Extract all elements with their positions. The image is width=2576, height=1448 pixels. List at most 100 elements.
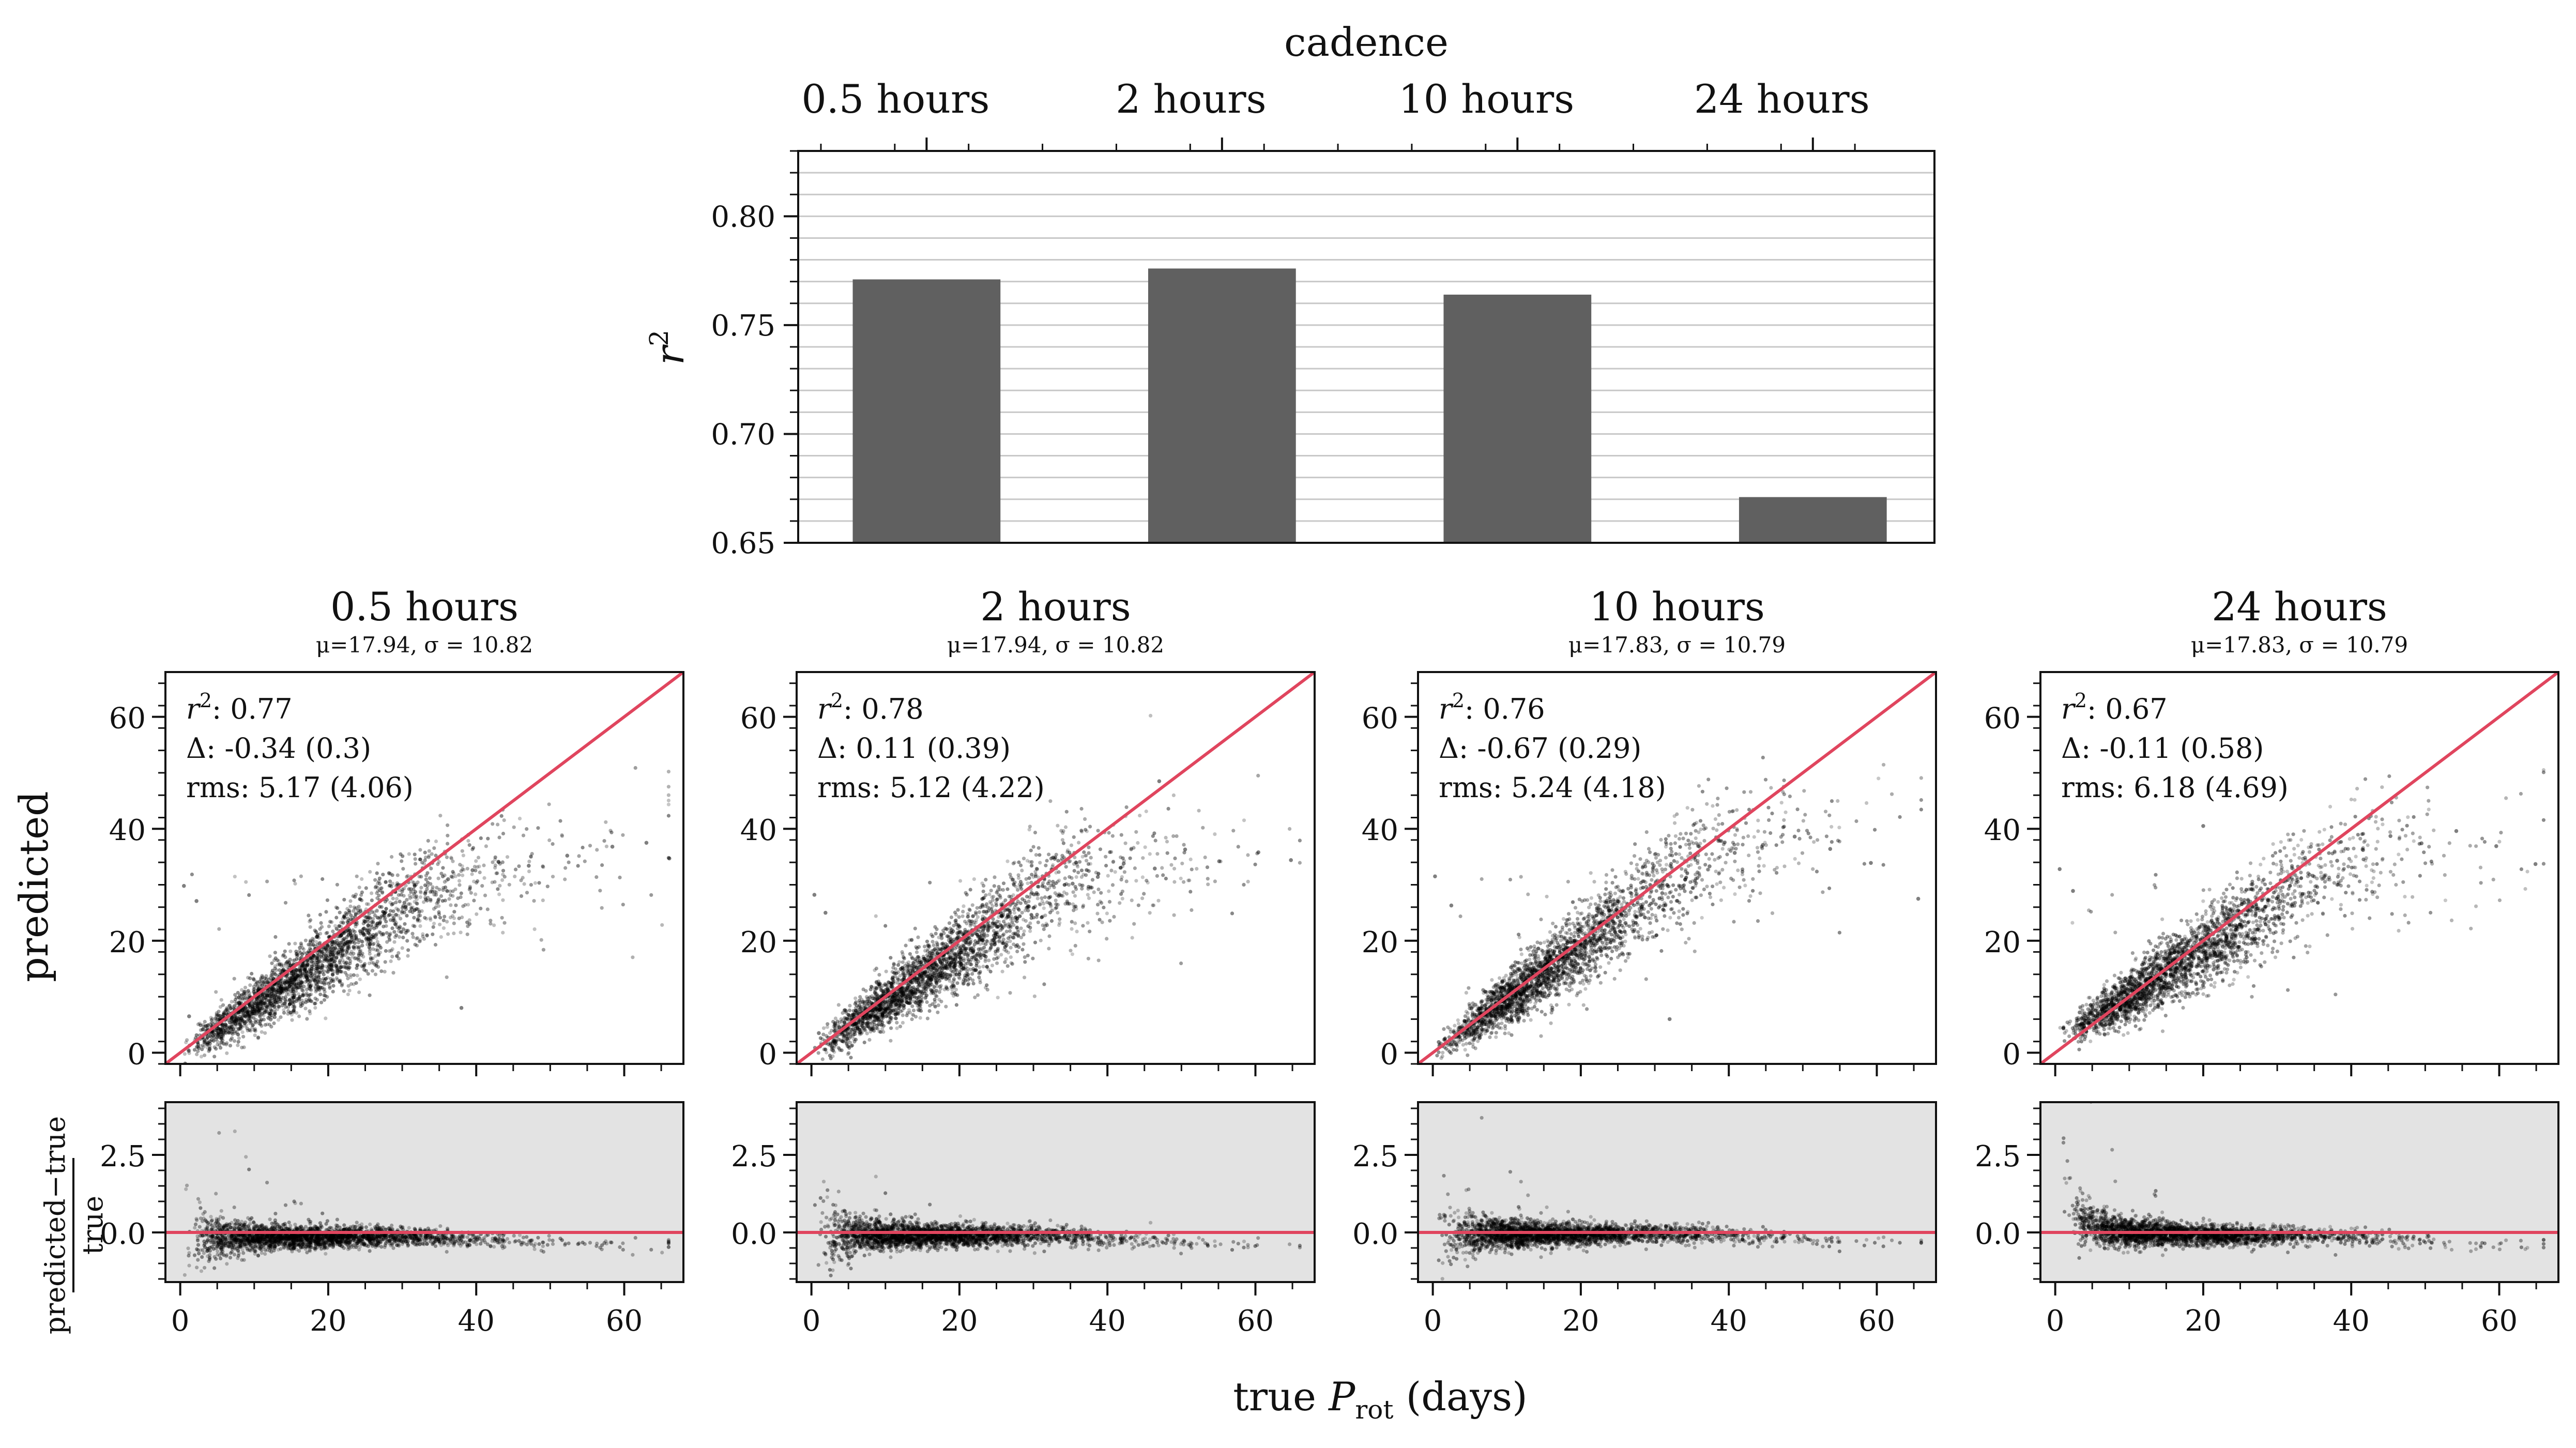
scatter-point: [270, 974, 275, 978]
scatter-point: [394, 912, 398, 917]
scatter-point: [281, 967, 286, 971]
scatter-point: [233, 875, 237, 879]
scatter-point: [319, 1000, 324, 1004]
scatter-point: [522, 882, 526, 886]
scatter-point: [436, 862, 440, 866]
scatter-point: [478, 870, 482, 875]
scatter-point: [306, 978, 310, 982]
scatter-point: [298, 951, 302, 955]
scatter-point: [282, 988, 286, 993]
scatter-point: [301, 988, 306, 993]
scatter-point: [228, 1020, 233, 1025]
scatter-point: [239, 1017, 243, 1021]
residual-point: [294, 1238, 298, 1242]
scatter-point: [315, 967, 320, 972]
scatter-point: [272, 958, 277, 962]
scatter-point: [270, 987, 275, 992]
scatter-point: [338, 960, 342, 964]
scatter-point: [434, 853, 438, 858]
scatter-point: [214, 1029, 218, 1033]
scatter-point: [388, 872, 393, 876]
residual-point: [382, 1233, 386, 1237]
scatter-point: [493, 880, 497, 884]
residual-point: [215, 1234, 219, 1239]
scatter-point: [529, 883, 533, 887]
scatter-point: [230, 1019, 234, 1024]
scatter-point: [366, 972, 370, 976]
scatter-point: [254, 999, 258, 1003]
scatter-point: [216, 1040, 220, 1044]
scatter-point: [291, 987, 296, 992]
scatter-sample-point: [256, 988, 260, 992]
residual-point: [347, 1227, 352, 1231]
scatter-point: [361, 964, 365, 968]
scatter-point: [272, 1012, 277, 1016]
scatter-point: [312, 978, 316, 982]
residual-point: [240, 1238, 245, 1242]
scatter-point: [347, 932, 351, 937]
scatter-point: [328, 952, 332, 956]
scatter-point: [302, 947, 306, 952]
bar-chart: 0.650.700.750.80 0.5 hours 2 hours 10 hour…: [644, 19, 1935, 560]
scatter-point: [242, 1022, 247, 1026]
scatter-point: [211, 1032, 216, 1036]
scatter-point: [344, 941, 348, 945]
scatter-point: [252, 987, 256, 991]
scatter-point: [357, 953, 361, 957]
scatter-point: [296, 997, 300, 1001]
scatter-point: [336, 951, 340, 955]
scatter-point: [248, 1003, 252, 1008]
scatter-point: [360, 951, 364, 956]
scatter-point: [316, 985, 321, 989]
scatter-point: [278, 980, 282, 984]
scatter-point: [470, 872, 474, 876]
scatter-point: [291, 992, 295, 996]
scatter-point: [219, 1036, 223, 1040]
residual-point: [392, 1236, 396, 1240]
scatter-point: [352, 982, 356, 986]
scatter-point: [237, 1017, 241, 1021]
scatter-point: [265, 994, 269, 998]
residual-point: [247, 1241, 251, 1245]
scatter-point: [309, 918, 313, 922]
scatter-point: [276, 988, 280, 993]
scatter-point: [413, 924, 417, 928]
scatter-point: [445, 889, 449, 893]
scatter-point: [373, 878, 377, 882]
scatter-point: [345, 947, 349, 951]
scatter-point: [414, 937, 419, 941]
scatter-point: [346, 939, 350, 943]
scatter-point: [418, 895, 422, 899]
residual-point: [251, 1227, 256, 1231]
residual-point: [355, 1241, 359, 1245]
scatter-point: [280, 987, 284, 992]
scatter-point: [292, 995, 296, 999]
scatter-point: [324, 910, 328, 914]
scatter-point: [252, 1012, 256, 1016]
scatter-point: [269, 989, 274, 994]
scatter-point: [292, 984, 297, 988]
scatter-point: [275, 990, 279, 994]
residual-point: [288, 1224, 293, 1228]
scatter-point: [334, 916, 339, 920]
scatter-point: [276, 1000, 280, 1004]
scatter-point: [427, 853, 431, 858]
scatter-point: [284, 962, 288, 966]
scatter-point: [378, 946, 383, 950]
residual-point: [314, 1239, 318, 1243]
scatter-point: [334, 942, 338, 947]
scatter-point: [346, 967, 350, 971]
scatter-point: [467, 843, 471, 847]
scatter-point: [378, 882, 382, 886]
scatter-point: [391, 971, 395, 975]
residual-point: [352, 1233, 357, 1238]
scatter-point: [406, 954, 410, 958]
residual-point: [225, 1239, 229, 1243]
residual-point: [301, 1241, 306, 1245]
residual-point: [266, 1240, 270, 1244]
scatter-point: [429, 918, 433, 922]
scatter-point: [300, 980, 304, 984]
scatter-point: [367, 937, 371, 941]
scatter-point: [296, 975, 300, 979]
scatter-point: [322, 998, 327, 1002]
